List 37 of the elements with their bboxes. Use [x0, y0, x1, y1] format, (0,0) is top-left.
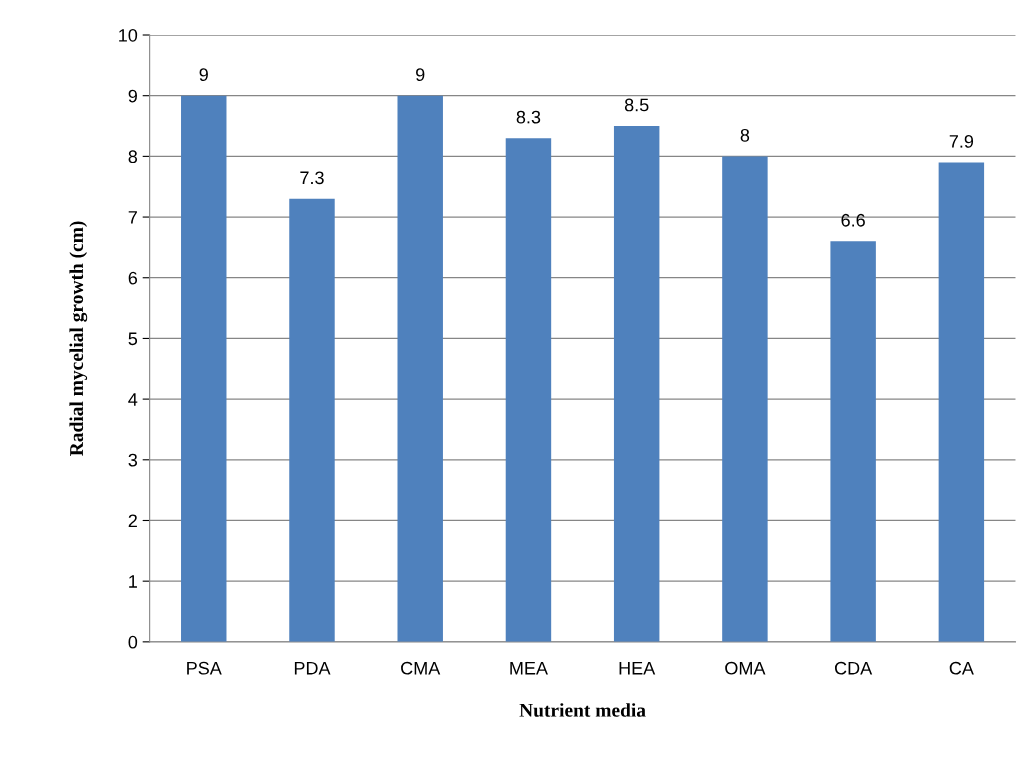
y-tick-label: 4: [128, 393, 138, 406]
y-tick-label: 9: [128, 89, 137, 103]
x-tick-label: CDA: [835, 661, 873, 675]
x-tick-label: PSA: [187, 661, 222, 675]
x-tick-label: MEA: [510, 661, 548, 675]
y-tick-label: 3: [128, 453, 138, 467]
bar: [505, 138, 552, 642]
y-tick-label: 2: [128, 514, 137, 528]
data-label: 8.5: [624, 98, 649, 112]
data-label: 9: [199, 68, 208, 82]
y-tick-label: 1: [129, 575, 137, 588]
y-tick-label: 5: [128, 332, 138, 346]
x-tick-label: CA: [949, 661, 974, 675]
bar: [722, 156, 768, 642]
y-axis-title: Radial mycelial growth (cm): [69, 221, 88, 456]
bar: [181, 95, 227, 642]
y-tick-label: 0: [128, 635, 138, 649]
data-label: 7.3: [300, 171, 324, 185]
y-tick-label: 10: [119, 28, 138, 42]
x-tick-label: HEA: [619, 661, 656, 675]
y-tick-label: 8: [128, 150, 138, 164]
bar: [613, 126, 660, 642]
bar: [938, 162, 985, 642]
data-label: 9: [416, 68, 425, 82]
x-tick-label: PDA: [294, 661, 331, 675]
x-axis-title: Nutrient media: [519, 703, 646, 717]
bar: [397, 95, 443, 642]
x-tick-label: OMA: [725, 661, 766, 675]
data-label: 6.6: [841, 213, 865, 227]
y-tick-label: 6: [128, 271, 138, 285]
data-label: 7.9: [949, 134, 974, 148]
data-label: 8.3: [516, 110, 541, 124]
bar: [289, 198, 335, 642]
bar: [830, 241, 876, 642]
data-label: 8: [740, 128, 750, 142]
y-tick-label: 7: [128, 211, 137, 224]
x-tick-label: CMA: [401, 661, 441, 675]
